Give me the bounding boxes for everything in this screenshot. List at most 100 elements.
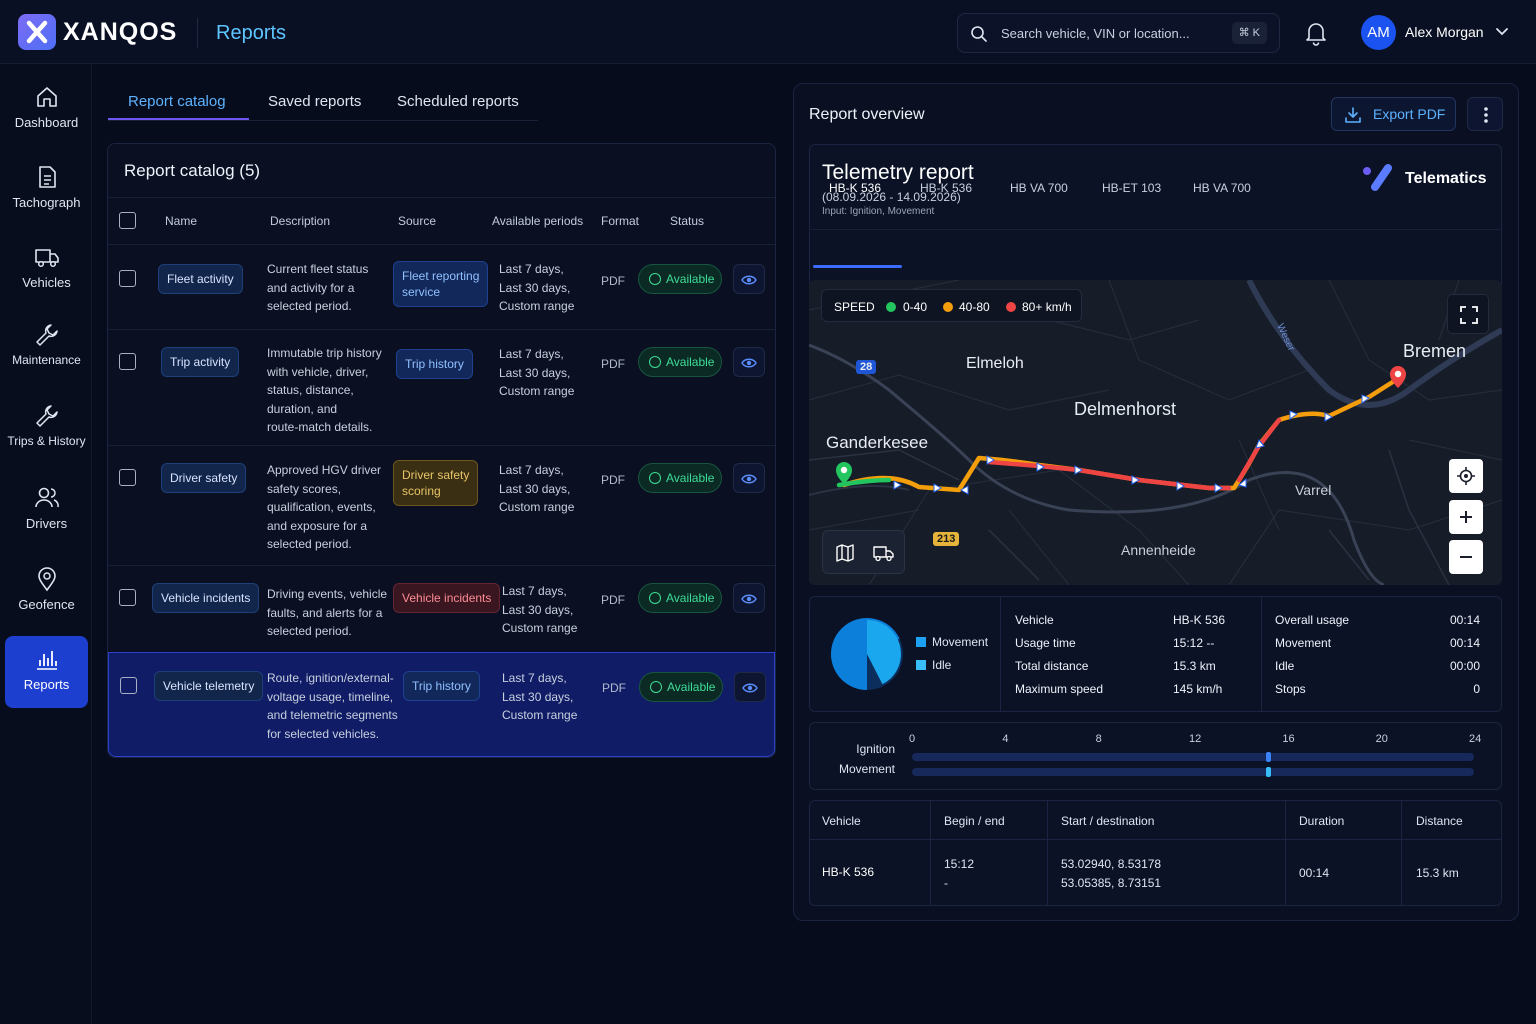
row-checkbox[interactable] [119,353,136,370]
sidebar-item-vehicles[interactable]: Vehicles [5,244,88,316]
chevron-down-icon[interactable] [1495,27,1509,37]
sidebar-item-label: Reports [23,677,70,692]
sidebar-item-reports[interactable]: Reports [5,636,88,708]
sidebar-item-label: Trips & History [7,434,86,448]
home-icon [36,87,57,107]
column-header: Distance [1416,814,1463,828]
preview-button[interactable] [734,672,766,702]
catalog-title: Report catalog (5) [124,161,261,180]
tab-active-indicator [813,265,902,268]
tab-vehicle-4[interactable]: HB-ET 103 [1102,181,1162,195]
tab-vehicle-3[interactable]: HB VA 700 [1010,181,1068,195]
telematics-brand: Telematics [1405,170,1487,187]
map-label-annenheide: Annenheide [1121,542,1196,558]
map-pin-icon [37,567,56,592]
stat-value: 00:14 [1449,613,1480,627]
sidebar-item-geofence[interactable]: Geofence [5,566,88,638]
avatar[interactable]: AM [1361,15,1396,50]
export-pdf-button[interactable]: Export PDF [1331,97,1456,131]
divider [1285,801,1286,905]
sidebar-item-drivers[interactable]: Drivers [5,485,88,557]
sidebar-item-tachograph[interactable]: Tachograph [5,164,88,236]
source-chip: Trip history [403,671,480,701]
divider [810,839,1501,840]
speed-dot-high [1006,302,1016,312]
divider [1047,801,1048,905]
brand-name: XANQOS [63,18,178,46]
report-name-chip[interactable]: Vehicle telemetry [154,671,264,701]
stat-value: 0 [1473,682,1480,696]
column-header-name: Name [165,214,198,228]
report-name-chip[interactable]: Vehicle incidents [152,583,260,613]
preview-button[interactable] [733,583,765,613]
movement-track [912,768,1474,776]
speed-range-low: 0-40 [903,300,928,314]
locate-button[interactable] [1449,459,1483,493]
preview-button[interactable] [733,463,765,493]
preview-button[interactable] [733,347,765,377]
divider [1401,801,1402,905]
row-checkbox[interactable] [119,270,136,287]
report-name-chip[interactable]: Fleet activity [158,264,243,294]
zoom-out-button[interactable] [1449,540,1483,574]
tab-vehicle-5[interactable]: HB VA 700 [1193,181,1251,195]
column-header-source: Source [398,214,437,228]
row-checkbox[interactable] [119,469,136,486]
search-input[interactable]: Search vehicle, VIN or location... ⌘ K [957,13,1280,53]
timeline-axis: 0 4 8 12 16 20 24 [909,733,1481,749]
map-label-elmeloh: Elmeloh [966,355,1024,372]
sidebar-item-dashboard[interactable]: Dashboard [5,84,88,156]
check-circle-icon [649,356,661,368]
user-name[interactable]: Alex Morgan [1405,24,1484,40]
minus-icon [1460,556,1472,558]
vehicle-filter-icon[interactable] [872,543,896,563]
divider [108,197,775,198]
stat-label: Idle [1275,659,1295,673]
map-label-delmenhorst: Delmenhorst [1074,399,1177,419]
source-chip: Driver safety scoring [393,460,479,506]
road-shield-28: 28 [856,360,877,374]
format-label: PDF [601,357,625,371]
sidebar-item-trips-history[interactable]: Trips & History [5,403,88,475]
preview-button[interactable] [733,264,765,294]
stat-label: Movement [1275,636,1332,650]
legend-swatch-idle [916,660,926,670]
status-badge: Available [638,583,722,613]
timeline-row-label: Ignition [856,742,895,756]
available-periods: Last 7 days, Last 30 days, Custom range [499,463,575,514]
eye-icon [741,594,757,604]
bell-icon[interactable] [1304,20,1328,46]
route-map[interactable]: SPEED 0-40 40-80 80+ km/h Elmeloh Delmen… [809,280,1502,585]
tab-saved-reports[interactable]: Saved reports [268,93,362,110]
report-name-chip[interactable]: Driver safety [161,463,247,493]
sidebar-item-maintenance[interactable]: Maintenance [5,322,88,394]
more-options-button[interactable] [1467,97,1503,131]
search-placeholder: Search vehicle, VIN or location... [1001,26,1190,41]
select-all-checkbox[interactable] [119,212,136,229]
stat-value: 15.3 km [1173,659,1216,673]
fullscreen-button[interactable] [1447,294,1489,334]
search-shortcut: ⌘ K [1231,22,1267,44]
stat-value: 00:00 [1449,659,1480,673]
timeline-tick: 0 [909,733,916,745]
row-checkbox[interactable] [120,677,137,694]
available-periods: Last 7 days, Last 30 days, Custom range [502,671,578,722]
truck-icon [34,249,59,268]
tab-report-catalog[interactable]: Report catalog [128,93,226,110]
tab-vehicle-1[interactable]: HB-K 536 [829,181,882,195]
zoom-in-button[interactable] [1449,500,1483,534]
report-catalog-panel: Report catalog (5) Name Description Sour… [107,143,776,758]
tab-scheduled-reports[interactable]: Scheduled reports [397,93,519,110]
column-header: Start / destination [1061,814,1155,828]
divider [108,565,775,566]
fullscreen-icon [1460,306,1478,324]
report-title: Telemetry report [822,161,974,184]
row-checkbox[interactable] [119,589,136,606]
map-layers-icon[interactable] [835,543,855,563]
table-row-selected[interactable]: Vehicle telemetry Route, ignition/extern… [108,652,775,757]
divider [810,229,1501,230]
tab-vehicle-2[interactable]: HB-K 536 [920,181,973,195]
column-header-description: Description [270,214,331,228]
report-name-chip[interactable]: Trip activity [161,347,240,377]
legend-swatch-movement [916,637,926,647]
